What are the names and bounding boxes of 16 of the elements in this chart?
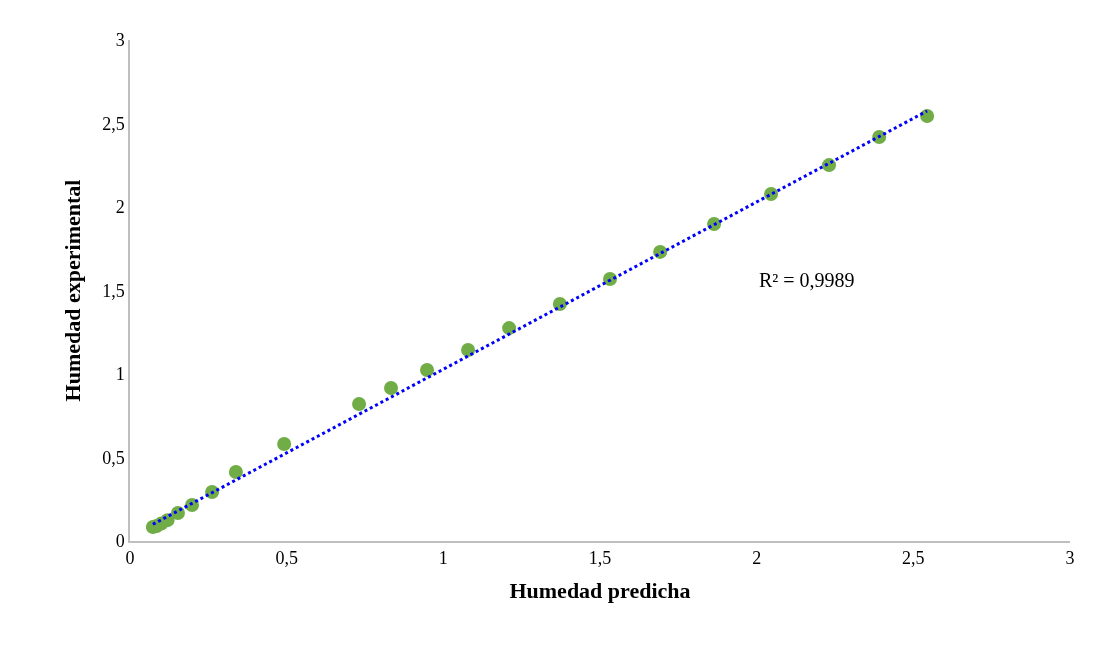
x-tick-label: 1: [438, 548, 448, 569]
y-tick-label: 0: [115, 531, 125, 552]
y-tick-label: 1,5: [102, 280, 125, 301]
x-tick-label: 2: [752, 548, 762, 569]
y-axis-title: Humedad experimental: [60, 179, 86, 402]
y-tick-label: 3: [115, 30, 125, 51]
annotation: R² = 0,9989: [759, 269, 855, 291]
x-tick-label: 3: [1065, 548, 1075, 569]
x-tick-label: 0,5: [275, 548, 298, 569]
y-tick-label: 2: [115, 197, 125, 218]
y-tick-label: 0,5: [102, 447, 125, 468]
x-tick-label: 2,5: [902, 548, 925, 569]
y-tick-label: 1: [115, 364, 125, 385]
y-tick-label: 2,5: [102, 113, 125, 134]
x-axis-title: Humedad predicha: [509, 577, 691, 603]
x-tick-label: 1,5: [588, 548, 612, 569]
